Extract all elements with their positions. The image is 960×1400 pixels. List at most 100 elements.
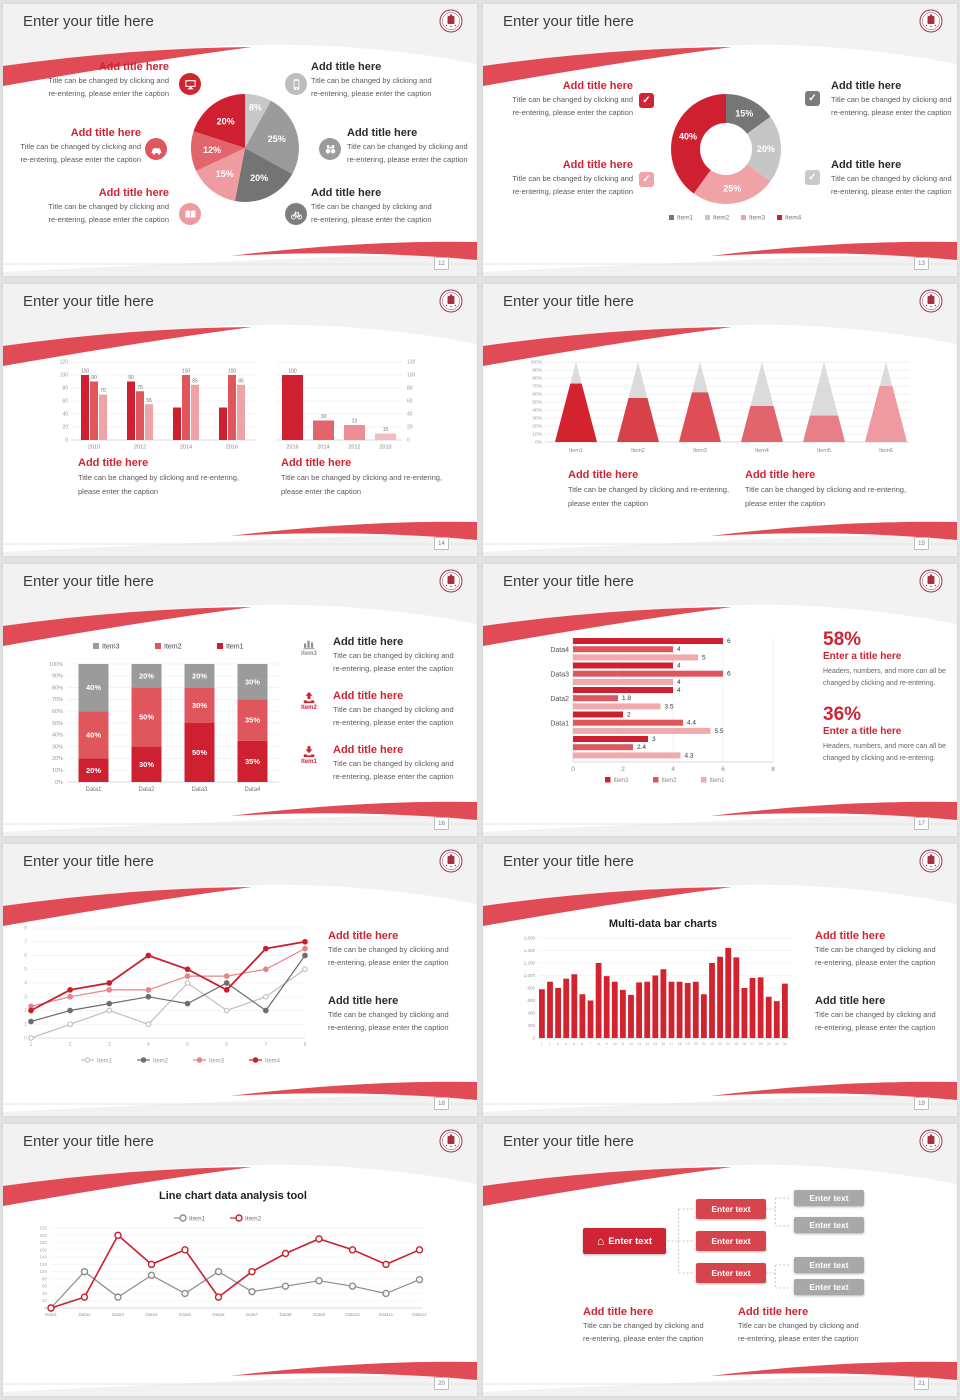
text-block: Add title here Title can be changed by cl…	[815, 930, 936, 967]
svg-text:2016: 2016	[226, 445, 238, 451]
svg-text:50%: 50%	[52, 721, 63, 727]
text-block: Add title here Title can be changed by cl…	[568, 469, 730, 508]
text-block: Add title here Title can be changed by cl…	[281, 457, 443, 496]
svg-text:3: 3	[24, 994, 27, 1000]
svg-text:5: 5	[24, 967, 27, 973]
svg-text:20%: 20%	[532, 424, 542, 430]
svg-text:Item1: Item1	[710, 778, 726, 784]
svg-text:Data3: Data3	[191, 787, 208, 793]
svg-text:Data11: Data11	[379, 1312, 394, 1317]
page-number: 16	[434, 817, 449, 830]
horizontal-bar-chart: 0 2 4 6 8 6 4 5 Data4 4 6 4 Data3 4 1.8 3.5 Data2 2 4.4 5.5…	[541, 634, 796, 786]
svg-text:8: 8	[771, 766, 775, 773]
text-block: Add title here Title can be changed by cl…	[78, 457, 240, 496]
slide-page-19: Enter your title here 1 9 Multi-data bar …	[483, 844, 957, 1116]
svg-text:Item4: Item4	[265, 1059, 281, 1065]
university-logo-icon	[919, 289, 943, 313]
svg-text:Item3: Item3	[749, 215, 766, 222]
svg-text:0: 0	[65, 438, 68, 444]
university-logo-icon	[919, 9, 943, 33]
svg-text:10: 10	[383, 427, 389, 433]
svg-text:5.5: 5.5	[715, 728, 724, 735]
svg-text:8: 8	[598, 1042, 600, 1046]
svg-text:1: 1	[24, 1022, 27, 1028]
svg-text:0: 0	[571, 766, 575, 773]
upload-icon: Item2	[296, 691, 322, 712]
svg-text:2: 2	[627, 712, 631, 719]
svg-text:1,400: 1,400	[524, 948, 536, 953]
page-number: 17	[914, 817, 929, 830]
svg-text:Data1: Data1	[45, 1312, 58, 1317]
svg-text:Item1: Item1	[189, 1216, 206, 1223]
svg-text:2: 2	[621, 766, 625, 773]
svg-text:60%: 60%	[52, 709, 63, 715]
svg-text:4.4: 4.4	[687, 720, 696, 727]
svg-text:20: 20	[407, 425, 413, 431]
svg-text:60: 60	[407, 399, 413, 405]
text-block: Add title here Title can be changed by cl…	[347, 127, 468, 164]
svg-text:40: 40	[407, 412, 413, 418]
svg-text:Data2: Data2	[550, 696, 569, 703]
org-box: Enter text	[696, 1231, 766, 1251]
top-swoosh-decoration	[3, 284, 477, 389]
page-number: 12	[434, 257, 449, 270]
pie-chart: 8% 25% 20% 15% 12% 20%	[190, 93, 300, 203]
svg-text:8%: 8%	[249, 102, 262, 112]
svg-text:8: 8	[24, 926, 27, 932]
svg-text:80: 80	[407, 386, 413, 392]
page-number: 21	[914, 1377, 929, 1390]
top-swoosh-decoration	[483, 564, 957, 669]
svg-text:30%: 30%	[52, 744, 63, 750]
bottom-swoosh-decoration	[483, 1361, 957, 1396]
top-swoosh-decoration	[483, 284, 957, 389]
svg-text:Item2: Item2	[245, 1216, 262, 1223]
svg-text:Data4: Data4	[244, 787, 261, 793]
svg-text:2016: 2016	[286, 445, 298, 451]
svg-text:60: 60	[42, 1284, 48, 1289]
svg-text:29: 29	[767, 1042, 771, 1046]
svg-text:Item4: Item4	[755, 448, 769, 454]
slide-title: Enter your title here	[503, 853, 634, 870]
text-block: Add title here Title can be changed by cl…	[745, 469, 907, 508]
svg-text:20%: 20%	[192, 671, 207, 680]
multi-bar-chart: 0 200 400 600 800 1,000 1,200 1,400 1,600 1 2 3 4 5 6 7…	[509, 934, 801, 1061]
svg-text:20: 20	[694, 1042, 698, 1046]
svg-text:35%: 35%	[245, 716, 260, 725]
svg-text:20%: 20%	[757, 144, 775, 154]
svg-text:6: 6	[727, 638, 731, 645]
stat-block: 36% Enter a title here Headers, numbers, a…	[823, 704, 946, 762]
svg-text:Data3: Data3	[112, 1312, 125, 1317]
org-box: Enter text	[794, 1257, 864, 1273]
svg-text:3: 3	[557, 1042, 559, 1046]
svg-text:2012: 2012	[134, 445, 146, 451]
bicycle-icon	[285, 203, 307, 225]
svg-text:9: 9	[606, 1042, 608, 1046]
slide-page-12: Enter your title here 12 Add title here T…	[3, 4, 477, 276]
svg-text:Data5: Data5	[179, 1312, 192, 1317]
checkbox-icon	[805, 91, 820, 106]
top-swoosh-decoration	[483, 1124, 957, 1229]
svg-text:Data6: Data6	[212, 1312, 225, 1317]
org-box: Enter text	[696, 1263, 766, 1283]
svg-text:2010: 2010	[379, 445, 391, 451]
svg-text:800: 800	[527, 986, 535, 991]
svg-text:60: 60	[62, 399, 68, 405]
text-block: Add title here Title can be changed by cl…	[512, 159, 633, 196]
book-icon	[179, 203, 201, 225]
svg-text:120: 120	[407, 360, 416, 366]
svg-text:40%: 40%	[52, 733, 63, 739]
svg-text:2012: 2012	[348, 445, 360, 451]
university-logo-icon	[439, 849, 463, 873]
svg-text:14: 14	[645, 1042, 649, 1046]
svg-text:Item4: Item4	[785, 215, 802, 222]
svg-text:2014: 2014	[317, 445, 329, 451]
chart-title: Multi-data bar charts	[608, 918, 718, 930]
page-number: 15	[914, 537, 929, 550]
svg-text:Item2: Item2	[164, 644, 182, 651]
svg-text:1.8: 1.8	[622, 695, 631, 702]
svg-text:Item3: Item3	[693, 448, 707, 454]
checkbox-icon	[639, 93, 654, 108]
svg-text:1: 1	[541, 1042, 543, 1046]
svg-text:6: 6	[727, 671, 731, 678]
svg-text:16: 16	[661, 1042, 665, 1046]
